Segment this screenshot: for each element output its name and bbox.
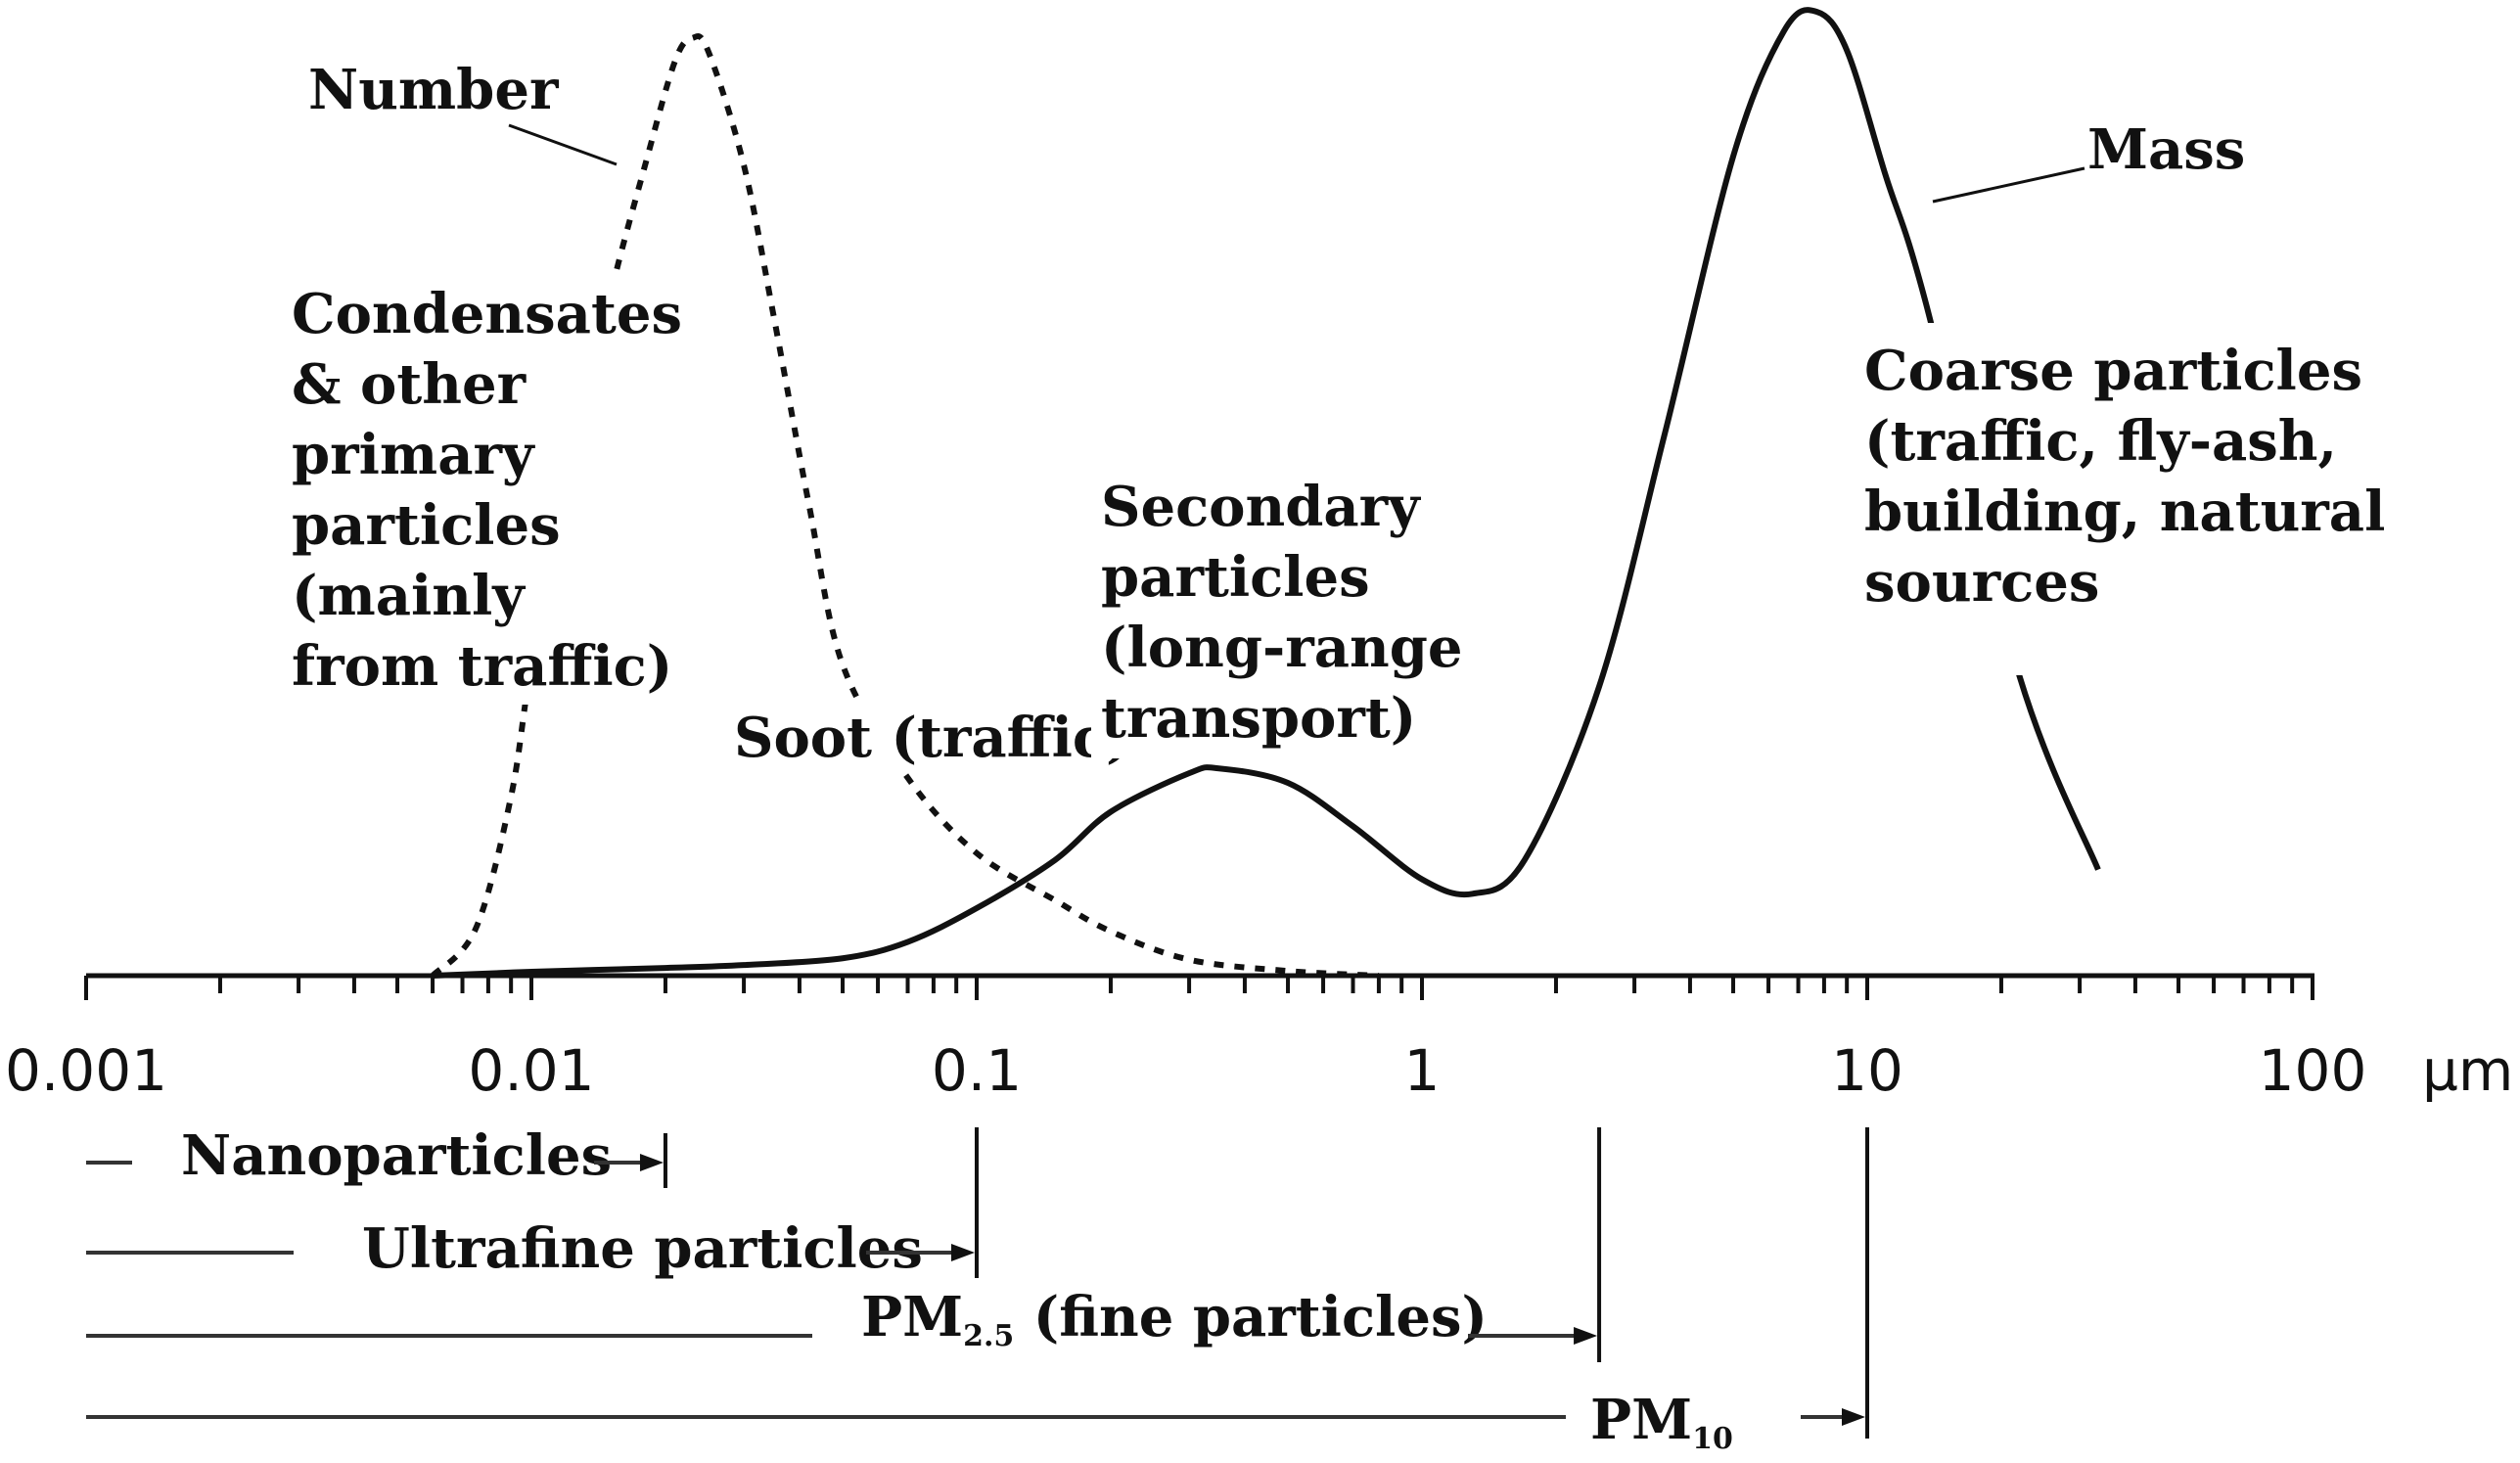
range-arrowhead bbox=[1842, 1408, 1865, 1426]
annotation-line: (traffic, fly-ash, bbox=[1864, 409, 2337, 474]
size-range-ultrafine: Ultrafine particles bbox=[86, 1127, 979, 1281]
secondary-annotation: Secondary particles (long-range transpor… bbox=[1091, 465, 1463, 758]
x-axis-unit: µm bbox=[2422, 1037, 2513, 1104]
coarse-annotation: Coarse particles (traffic, fly-ash, buil… bbox=[1850, 323, 2385, 675]
number-series-label: Number bbox=[308, 58, 560, 122]
annotation-line: (long-range bbox=[1101, 616, 1463, 680]
annotation-line: Coarse particles bbox=[1864, 339, 2362, 403]
mass-leader-line bbox=[1932, 166, 2085, 204]
range-arrowhead bbox=[951, 1244, 975, 1261]
annotation-line: sources bbox=[1864, 550, 2099, 615]
tick-label-0.01: 0.01 bbox=[468, 1037, 594, 1104]
x-axis-ticks bbox=[84, 976, 2314, 1000]
range-label: PM10 bbox=[1590, 1388, 1733, 1456]
pm-label: PM bbox=[1590, 1388, 1692, 1452]
pm-subscript: 10 bbox=[1692, 1422, 1733, 1456]
mass-series-label: Mass bbox=[2087, 117, 2245, 182]
tick-label-10: 10 bbox=[1831, 1037, 1903, 1104]
soot-annotation: Soot (traffic) bbox=[724, 700, 1132, 773]
condensates-annotation: Condensates & other primary particles (m… bbox=[284, 274, 682, 705]
annotation-line: from traffic) bbox=[292, 634, 672, 699]
annotation-line: Condensates bbox=[292, 282, 682, 346]
size-range-nanoparticles: Nanoparticles bbox=[86, 1123, 667, 1188]
annotation-line: transport) bbox=[1101, 686, 1416, 751]
range-arrowhead bbox=[1574, 1327, 1598, 1345]
tick-label-0.1: 0.1 bbox=[932, 1037, 1022, 1104]
number-leader-line bbox=[508, 123, 618, 166]
size-range-pm10: PM10 bbox=[86, 1127, 1869, 1456]
annotation-line: particles bbox=[1101, 545, 1370, 610]
range-arrowhead bbox=[639, 1154, 664, 1171]
range-label: Ultrafine particles bbox=[362, 1216, 923, 1281]
annotation-line: primary bbox=[292, 423, 535, 487]
range-label: PM2.5 (fine particles) bbox=[861, 1285, 1488, 1353]
annotation-line: Soot (traffic) bbox=[734, 706, 1132, 770]
annotation-line: (mainly bbox=[292, 564, 526, 628]
tick-label-1: 1 bbox=[1404, 1037, 1441, 1104]
annotation-line: particles bbox=[292, 493, 561, 558]
pm-subscript: 2.5 bbox=[963, 1319, 1014, 1353]
tick-label-100: 100 bbox=[2259, 1037, 2367, 1104]
pm-suffix: (fine particles) bbox=[1014, 1285, 1488, 1349]
pm-label: PM bbox=[861, 1285, 963, 1349]
range-label: Nanoparticles bbox=[181, 1123, 612, 1188]
annotation-line: & other bbox=[292, 352, 527, 417]
mass-distribution-curve bbox=[432, 7, 2101, 979]
annotation-line: Secondary bbox=[1101, 475, 1421, 539]
annotation-line: building, natural bbox=[1864, 480, 2385, 544]
x-axis-tick-labels: 0.001 0.01 0.1 1 10 100 bbox=[5, 1037, 2366, 1104]
tick-label-0.001: 0.001 bbox=[5, 1037, 167, 1104]
size-range-pm25: PM2.5 (fine particles) bbox=[86, 1127, 1602, 1362]
